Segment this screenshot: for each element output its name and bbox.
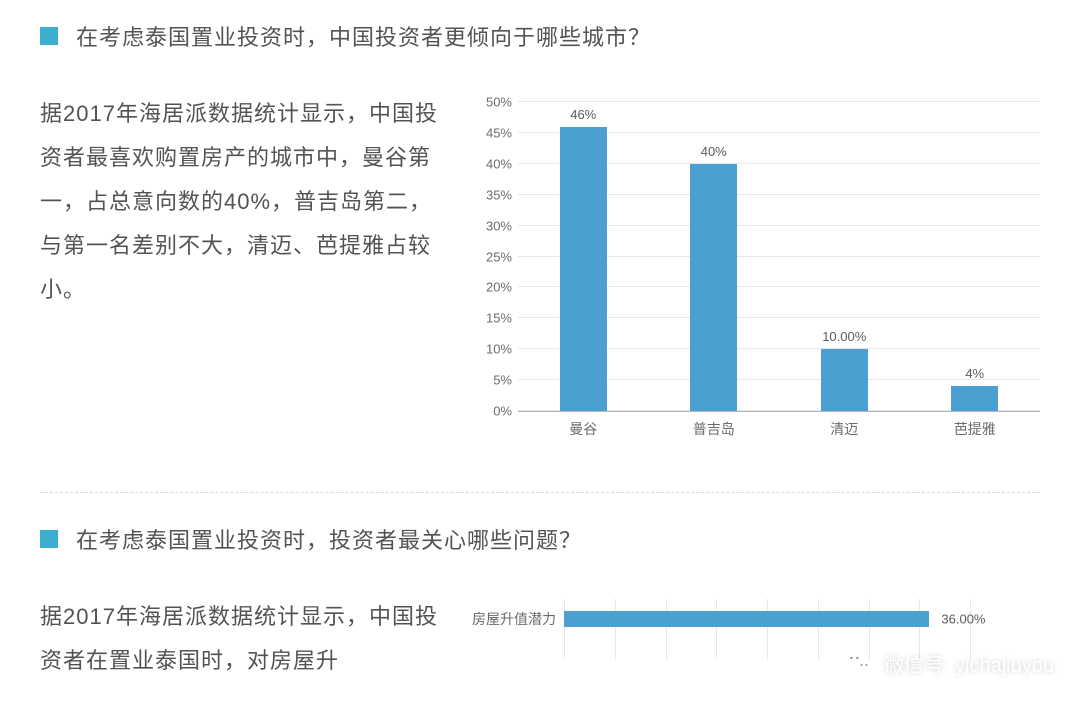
bullet-square-icon xyxy=(40,530,58,548)
section-divider xyxy=(40,492,1040,493)
section1-row: 据2017年海居派数据统计显示，中国投资者最喜欢购置房产的城市中，曼谷第一，占总… xyxy=(40,92,1040,452)
bar-value-label: 46% xyxy=(560,107,607,122)
y-tick-label: 15% xyxy=(470,311,512,326)
v-gridline xyxy=(615,599,616,659)
y-tick-label: 35% xyxy=(470,187,512,202)
gridline xyxy=(518,101,1040,102)
bullet-square-icon xyxy=(40,27,58,45)
x-tick-label: 普吉岛 xyxy=(649,419,780,439)
bar-芭提雅: 4% xyxy=(951,386,998,411)
v-gridline xyxy=(716,599,717,659)
bar-value-label: 10.00% xyxy=(821,329,868,344)
x-tick-label: 芭提雅 xyxy=(910,419,1041,439)
hbar-value-label: 36.00% xyxy=(941,612,985,627)
y-tick-label: 40% xyxy=(470,156,512,171)
y-tick-label: 10% xyxy=(470,342,512,357)
wechat-watermark: 微信号: yichajiuyou xyxy=(844,648,1054,678)
y-tick-label: 50% xyxy=(470,95,512,110)
v-gridline xyxy=(666,599,667,659)
wechat-icon xyxy=(844,648,874,678)
wechat-label: 微信号: yichajiuyou xyxy=(884,649,1054,678)
hbar-row: 房屋升值潜力36.00% xyxy=(564,611,970,627)
y-tick-label: 20% xyxy=(470,280,512,295)
city-bar-chart: 0% 5% 10% 15% 20% 25% 30% 35% 40% 45% 50% 46% 曼谷 40% 普… xyxy=(470,92,1050,452)
bar-value-label: 40% xyxy=(690,144,737,159)
bar-清迈: 10.00% xyxy=(821,349,868,411)
v-gridline xyxy=(818,599,819,659)
y-tick-label: 0% xyxy=(470,404,512,419)
v-gridline xyxy=(564,599,565,659)
hbar-category-label: 房屋升值潜力 xyxy=(470,609,556,629)
y-tick-label: 45% xyxy=(470,125,512,140)
city-chart-container: 0% 5% 10% 15% 20% 25% 30% 35% 40% 45% 50% 46% 曼谷 40% 普… xyxy=(470,92,1050,452)
bar-value-label: 4% xyxy=(951,366,998,381)
bar-普吉岛: 40% xyxy=(690,164,737,411)
section1-heading: 在考虑泰国置业投资时，中国投资者更倾向于哪些城市？ xyxy=(40,20,1040,52)
y-tick-label: 25% xyxy=(470,249,512,264)
section2-paragraph: 据2017年海居派数据统计显示，中国投资者在置业泰国时，对房屋升 xyxy=(40,595,440,683)
section2-title: 在考虑泰国置业投资时，投资者最关心哪些问题？ xyxy=(76,523,582,555)
bar-曼谷: 46% xyxy=(560,127,607,411)
y-tick-label: 5% xyxy=(470,373,512,388)
x-tick-label: 清迈 xyxy=(779,419,910,439)
v-gridline xyxy=(767,599,768,659)
y-tick-label: 30% xyxy=(470,218,512,233)
hbar-bar xyxy=(564,611,929,627)
section2-heading: 在考虑泰国置业投资时，投资者最关心哪些问题？ xyxy=(40,523,1040,555)
section1-title: 在考虑泰国置业投资时，中国投资者更倾向于哪些城市？ xyxy=(76,20,651,52)
x-tick-label: 曼谷 xyxy=(518,419,649,439)
section1-paragraph: 据2017年海居派数据统计显示，中国投资者最喜欢购置房产的城市中，曼谷第一，占总… xyxy=(40,92,440,312)
